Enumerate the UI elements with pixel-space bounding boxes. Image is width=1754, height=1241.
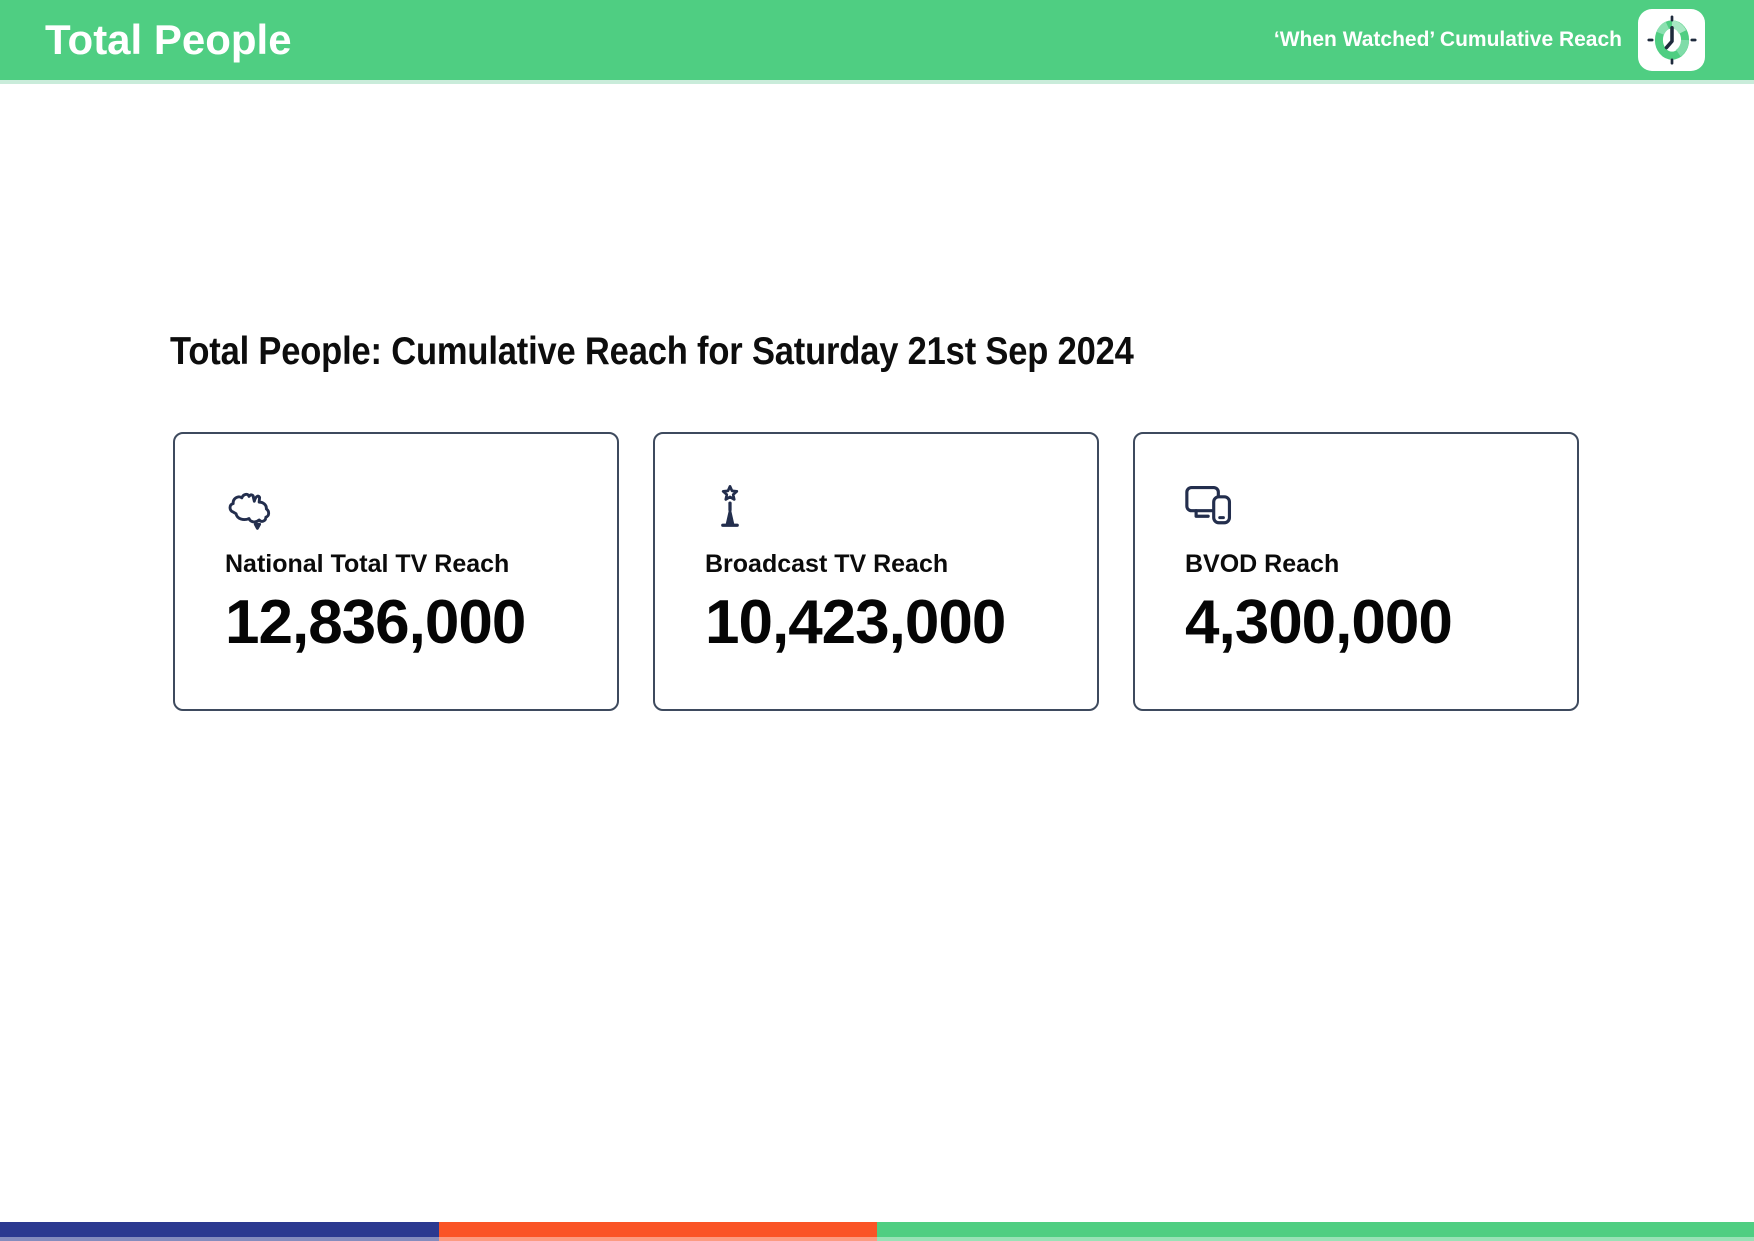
metric-value: 12,836,000 — [225, 588, 526, 657]
footer-segment-orange — [438, 1222, 877, 1241]
devices-icon — [1185, 485, 1232, 525]
australia-map-icon — [228, 492, 271, 530]
metric-value: 10,423,000 — [705, 588, 1006, 657]
header-bar: Total People ‘When Watched’ Cumulative R… — [0, 0, 1754, 84]
metric-card-bvod-reach: BVOD Reach 4,300,000 — [1133, 432, 1579, 711]
footer-pale-strip — [0, 1237, 1754, 1241]
page-title: Total People — [45, 16, 292, 63]
clock-icon — [1646, 15, 1697, 65]
metric-label: National Total TV Reach — [225, 550, 510, 578]
footer-segment-blue — [0, 1222, 439, 1241]
metric-cards-row: National Total TV Reach 12,836,000 Broad… — [173, 432, 1579, 711]
metric-label: Broadcast TV Reach — [705, 550, 949, 578]
header-right-group: ‘When Watched’ Cumulative Reach — [1274, 9, 1705, 71]
metric-card-broadcast-tv-reach: Broadcast TV Reach 10,423,000 — [653, 432, 1099, 711]
footer-segment-green — [877, 1222, 1754, 1241]
section-heading: Total People: Cumulative Reach for Satur… — [170, 330, 1134, 373]
app-logo — [1638, 9, 1705, 71]
footer-accent-bar — [0, 1222, 1754, 1241]
broadcast-tower-icon — [721, 485, 739, 527]
metric-card-national-total-tv-reach: National Total TV Reach 12,836,000 — [173, 432, 619, 711]
header-subtitle: ‘When Watched’ Cumulative Reach — [1273, 28, 1622, 51]
metric-label: BVOD Reach — [1185, 550, 1340, 578]
metric-value: 4,300,000 — [1185, 588, 1453, 657]
